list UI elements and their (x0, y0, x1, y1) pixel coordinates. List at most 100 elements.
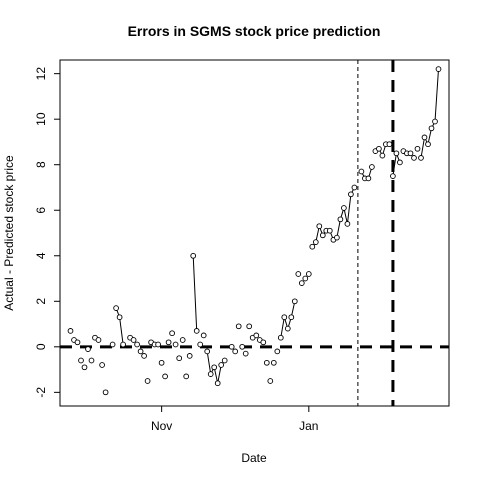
data-point (281, 314, 288, 321)
data-point (298, 280, 305, 286)
data-point (102, 389, 109, 396)
x-tick-label: Nov (151, 419, 172, 433)
data-point (358, 168, 365, 175)
y-tick-label: 2 (34, 298, 48, 305)
data-point (81, 364, 88, 371)
series-line-segment (115, 307, 124, 345)
data-point (165, 339, 172, 346)
series-line-segment (192, 255, 198, 331)
data-point (88, 357, 95, 364)
data-point (319, 232, 326, 239)
data-point (235, 323, 242, 330)
data-point (267, 378, 274, 384)
data-point (316, 223, 323, 230)
data-point (67, 328, 74, 334)
y-tick-label: 0 (34, 343, 48, 350)
data-point (291, 298, 298, 305)
data-point (207, 371, 214, 377)
data-point (228, 343, 235, 350)
y-axis-label: Actual - Predicted stock price (2, 155, 16, 311)
data-point (214, 380, 221, 387)
data-point (260, 339, 267, 346)
data-point (253, 332, 260, 339)
data-point (130, 337, 137, 343)
data-point (246, 323, 253, 330)
data-point (418, 155, 424, 161)
data-point (295, 271, 302, 277)
data-point (390, 173, 396, 179)
data-point (183, 373, 190, 380)
data-point (435, 66, 442, 72)
data-point (348, 191, 354, 198)
data-point (218, 362, 225, 368)
data-point (99, 362, 105, 368)
data-point (242, 350, 249, 357)
data-point (162, 373, 168, 380)
data-point (193, 328, 200, 334)
data-point (397, 159, 403, 166)
data-points (67, 66, 442, 396)
data-point (428, 125, 435, 132)
data-point (169, 330, 175, 337)
data-point (326, 227, 333, 234)
data-point (120, 341, 126, 348)
data-point (179, 337, 186, 343)
data-point (211, 364, 218, 371)
data-point (200, 332, 207, 339)
data-point (134, 341, 140, 348)
data-point (407, 150, 414, 157)
data-point (116, 314, 123, 321)
chart-title: Errors in SGMS stock price prediction (128, 23, 381, 39)
y-tick-label: 8 (34, 161, 48, 168)
x-tick-label: Jan (299, 419, 318, 433)
data-point (221, 357, 228, 364)
data-point (190, 252, 197, 259)
data-point (197, 341, 204, 348)
data-point (411, 155, 417, 161)
data-point (155, 341, 161, 348)
data-point (288, 314, 295, 321)
axes: -2 0 2 4 6 8 10 12 Nov Jan (34, 67, 318, 433)
data-point (74, 339, 81, 346)
data-point (232, 348, 239, 355)
data-point (274, 348, 281, 355)
data-point (334, 234, 340, 241)
data-point (421, 134, 428, 141)
data-point (78, 357, 84, 364)
data-point (365, 175, 372, 182)
data-point (305, 271, 312, 277)
reference-lines (60, 60, 449, 406)
data-point (386, 141, 393, 148)
data-point (414, 145, 421, 152)
data-point (309, 243, 316, 250)
data-point (263, 359, 270, 366)
y-tick-label: 6 (34, 207, 48, 214)
data-point (113, 305, 119, 311)
data-point (344, 221, 351, 227)
data-point (432, 118, 438, 125)
y-tick-label: -2 (34, 387, 48, 398)
data-segments (115, 69, 439, 384)
data-point (425, 141, 431, 148)
data-point (137, 348, 144, 355)
data-point (376, 145, 382, 152)
plot-frame (59, 59, 450, 407)
data-point (144, 378, 151, 384)
data-point (239, 343, 246, 350)
data-point (277, 334, 284, 341)
data-point (341, 205, 347, 211)
data-point (302, 275, 309, 282)
data-point (284, 325, 291, 332)
y-tick-label: 12 (34, 67, 48, 81)
data-point (312, 239, 319, 245)
x-axis-label: Date (241, 451, 267, 465)
data-point (172, 341, 179, 348)
series-line-segment (420, 69, 439, 158)
y-tick-label: 10 (34, 112, 48, 126)
data-point (158, 359, 165, 366)
data-point (176, 355, 183, 362)
data-point (270, 359, 277, 366)
data-point (85, 346, 91, 352)
data-point (337, 216, 344, 223)
